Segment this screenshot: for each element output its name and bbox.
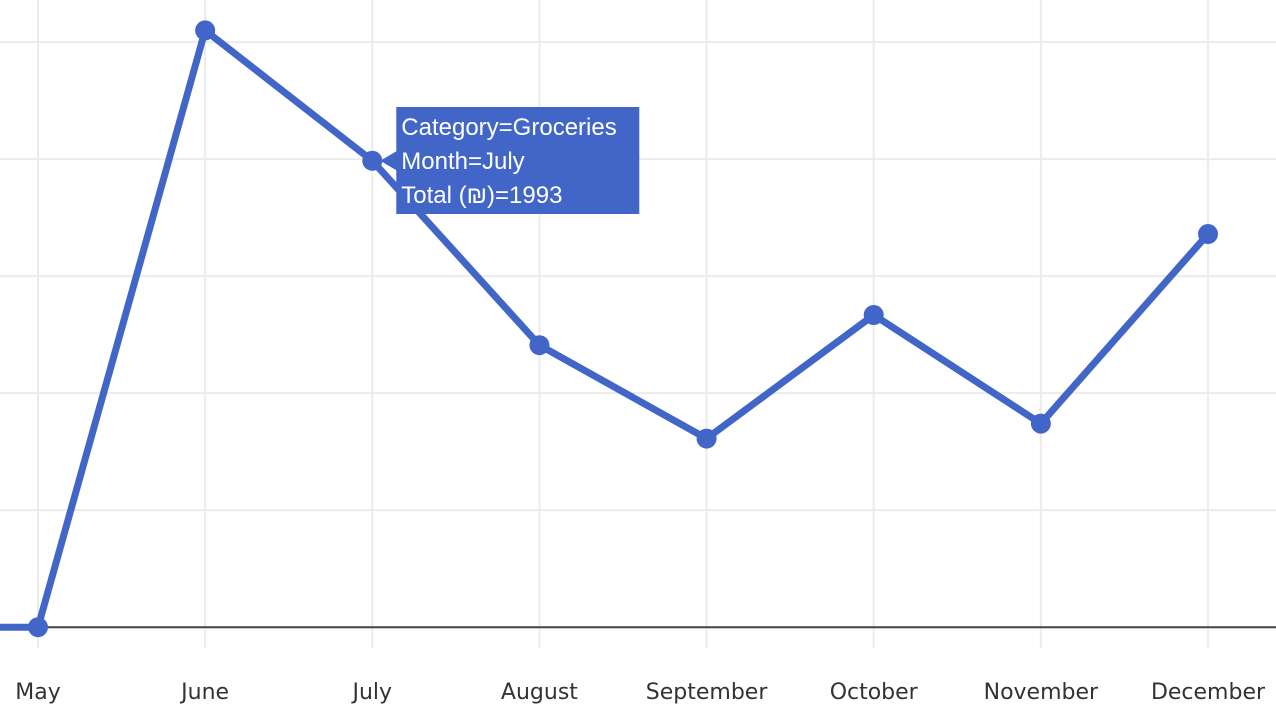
tooltip-box	[396, 107, 640, 214]
data-point-november[interactable]	[1030, 413, 1051, 434]
tooltip-line: Month=July	[401, 148, 524, 175]
series-layer	[0, 20, 1218, 638]
data-point-july[interactable]	[362, 150, 383, 171]
data-point-december[interactable]	[1198, 224, 1218, 245]
tooltip-line: Category=Groceries	[401, 114, 616, 141]
data-point-september[interactable]	[696, 428, 717, 449]
x-tick-label: December	[1151, 680, 1266, 705]
tooltip-line: Total (₪)=1993	[401, 182, 562, 209]
x-tick-label: October	[830, 680, 919, 705]
tooltip-pointer	[380, 150, 398, 171]
grid-layer	[0, 0, 1276, 648]
x-tick-label: June	[179, 680, 229, 705]
x-tick-label: September	[646, 680, 769, 705]
data-point-may[interactable]	[28, 617, 48, 638]
x-tick-label: May	[15, 680, 60, 705]
x-tick-label: July	[350, 680, 392, 705]
x-tick-label: November	[984, 680, 1099, 705]
data-point-june[interactable]	[195, 20, 216, 41]
data-point-august[interactable]	[529, 335, 550, 356]
x-tick-labels: May June July August September October Novembe…	[15, 680, 1266, 705]
x-tick-label: August	[501, 680, 578, 705]
data-point-october[interactable]	[863, 305, 884, 326]
hover-tooltip: Category=Groceries Month=July Total (₪)=19…	[380, 107, 640, 214]
